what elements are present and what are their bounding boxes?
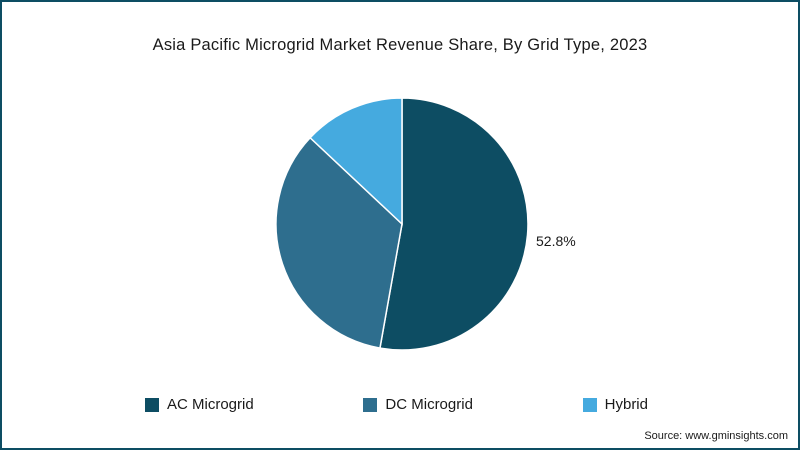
legend-item-ac-microgrid: AC Microgrid <box>145 396 254 413</box>
pie-slice-hybrid <box>309 97 403 226</box>
legend-swatch-dc-microgrid <box>363 397 378 412</box>
legend-label-hybrid: Hybrid <box>604 396 648 413</box>
legend-item-hybrid: Hybrid <box>582 396 648 413</box>
legend-label-dc-microgrid: DC Microgrid <box>385 396 473 413</box>
pie-slice-value-label: 52.8% <box>536 233 576 249</box>
legend-label-ac-microgrid: AC Microgrid <box>167 396 254 413</box>
chart-title: Asia Pacific Microgrid Market Revenue Sh… <box>152 36 648 54</box>
legend-item-dc-microgrid: DC Microgrid <box>363 396 473 413</box>
legend-swatch-ac-microgrid <box>145 397 159 412</box>
legend-swatch-hybrid <box>582 397 597 412</box>
pie-slice-ac-microgrid <box>379 97 529 351</box>
pie-chart <box>275 97 529 351</box>
legend: AC Microgrid DC Microgrid Hybrid <box>2 396 798 413</box>
pie-slice-dc-microgrid <box>275 136 403 349</box>
source-text: Source: www.gminsights.com <box>644 430 788 442</box>
